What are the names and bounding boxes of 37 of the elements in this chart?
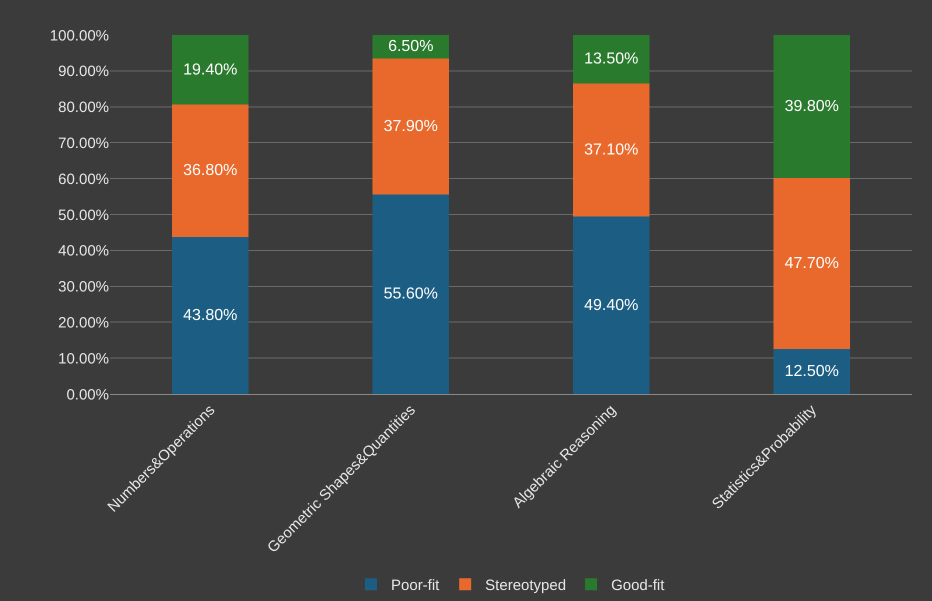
data-label: 6.50% [388, 38, 434, 56]
data-label: 37.90% [384, 118, 438, 135]
data-label: 37.10% [584, 142, 638, 159]
bar [573, 216, 650, 394]
bar [372, 58, 449, 194]
bar [774, 35, 850, 178]
data-label: 47.70% [784, 255, 839, 272]
bar [573, 35, 650, 84]
legend-label: Stereotyped [485, 577, 566, 594]
bar [774, 178, 850, 350]
y-tick-label: 50.00% [58, 206, 109, 224]
y-tick-label: 60.00% [58, 170, 109, 188]
data-label: 39.80% [784, 98, 839, 115]
legend-label: Poor-fit [391, 577, 440, 594]
bar [372, 194, 449, 394]
y-tick-label: 80.00% [58, 99, 109, 116]
y-tick-label: 10.00% [58, 350, 109, 368]
y-tick-label: 20.00% [58, 314, 109, 332]
bar [172, 35, 248, 105]
data-label: 55.60% [384, 286, 438, 303]
data-label: 49.40% [584, 296, 638, 314]
bar [172, 104, 248, 237]
y-tick-label: 40.00% [58, 242, 109, 260]
data-label: 36.80% [183, 162, 238, 180]
bar [172, 236, 248, 394]
data-label: 19.40% [183, 61, 238, 78]
y-tick-label: 70.00% [58, 134, 109, 152]
data-label: 12.50% [784, 363, 839, 380]
y-tick-label: 0.00% [66, 386, 109, 404]
legend-label: Good-fit [611, 577, 666, 594]
data-label: 43.80% [183, 306, 238, 324]
y-tick-label: 90.00% [58, 63, 109, 80]
data-label: 13.50% [584, 50, 638, 68]
bar [573, 83, 650, 217]
bar [774, 349, 850, 394]
y-tick-label: 30.00% [58, 278, 109, 296]
y-tick-label: 100.00% [50, 27, 109, 44]
